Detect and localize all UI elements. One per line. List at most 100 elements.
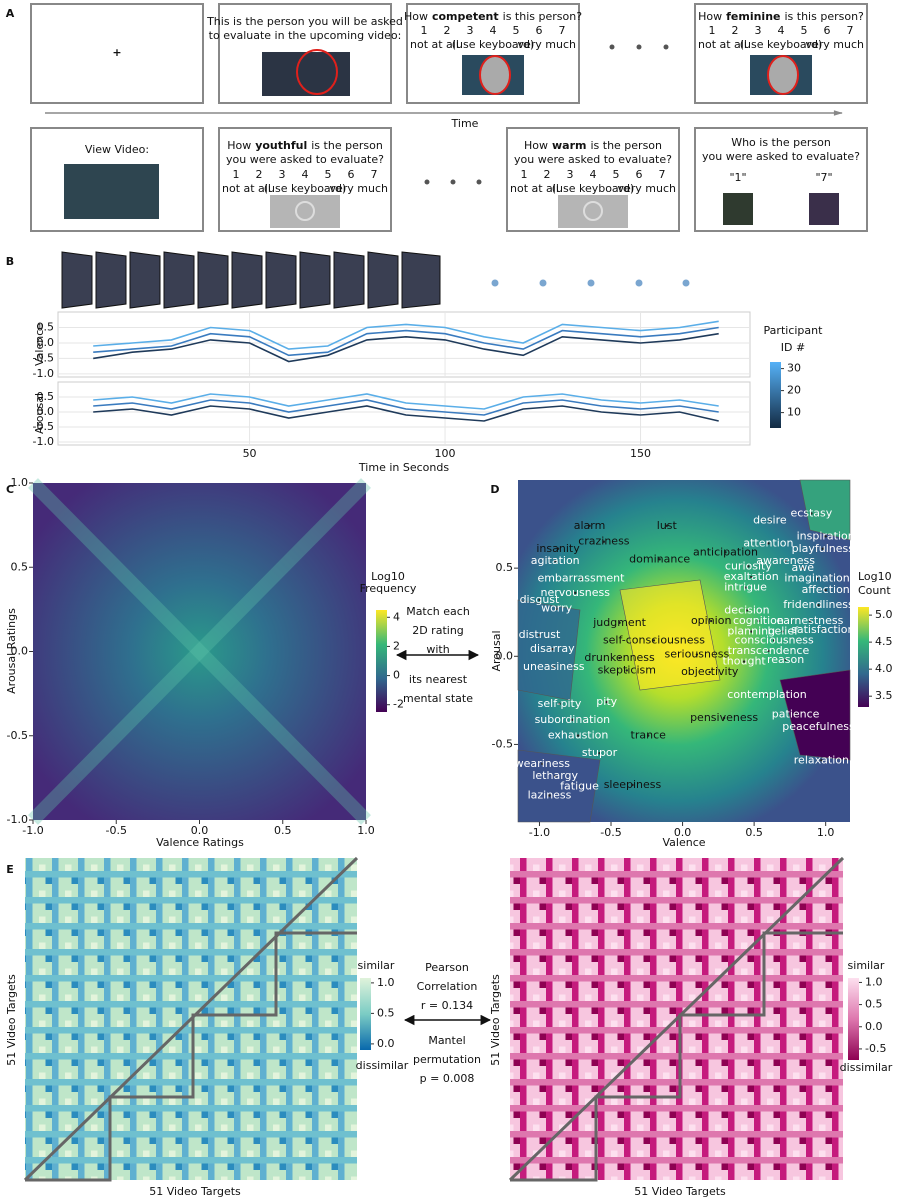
y-tick-label: 1.0 [11, 476, 29, 489]
state-label: contemplation [727, 688, 806, 701]
state-point [665, 524, 669, 528]
x-tick-label: 0.5 [274, 824, 292, 837]
state-label: stupor [582, 746, 618, 759]
scale-point: 6 [348, 168, 355, 181]
colorbar-tick-label: 1.0 [865, 975, 883, 988]
instruction: View Video: [85, 143, 149, 156]
y-axis-label: Arousal [33, 393, 46, 434]
scale-point: 2 [444, 24, 451, 37]
scale-point: 5 [801, 24, 808, 37]
placeholder-icon [583, 201, 603, 221]
colorbar-tick-label: 30 [787, 362, 801, 375]
y-tick-label: -0.5 [33, 351, 54, 364]
instruction: This is the person you will be asked [206, 15, 403, 28]
scale-point: 5 [325, 168, 332, 181]
participant-line [93, 320, 719, 350]
x-tick-label: -0.5 [106, 824, 127, 837]
colorbar-title: dissimilar [356, 1059, 409, 1072]
state-label: cognition [733, 614, 784, 627]
question: Who is the person [731, 136, 831, 149]
state-label: earnestness [777, 614, 844, 627]
state-point [772, 639, 776, 642]
y-tick-label: -1.0 [33, 435, 54, 448]
state-point [820, 759, 823, 762]
colorbar [848, 978, 859, 1060]
state-label: exaltation [724, 570, 779, 583]
state-point [824, 588, 827, 592]
state-point [548, 794, 551, 797]
state-point [801, 566, 804, 570]
scale-label: (use keyboard) [552, 182, 635, 195]
option: "1" [729, 171, 746, 184]
state-label: ecstasy [790, 506, 832, 519]
y-tick-label: 0.5 [37, 320, 55, 333]
matrix-overlay [23, 856, 845, 1182]
state-label: patience [772, 707, 820, 720]
state-label: lethargy [532, 769, 578, 782]
x-tick-label: 0.0 [674, 826, 692, 839]
state-label: consciousness [735, 633, 814, 646]
scale-label: very much [517, 38, 576, 51]
colorbar-title: similar [358, 959, 395, 972]
scale-label: (use keyboard) [740, 38, 823, 51]
time-label: Time [451, 117, 479, 130]
state-point [724, 551, 727, 554]
y-tick-label: 0.0 [37, 405, 55, 418]
colorbar-tick-label: 0.0 [865, 1020, 883, 1033]
state-point [708, 670, 711, 674]
state-label: skepticism [598, 663, 656, 676]
state-label: fridendliness [783, 598, 854, 611]
state-label: pity [596, 695, 617, 708]
x-tick-label: -1.0 [529, 826, 550, 839]
y-axis-label: 51 Video Targets [5, 974, 18, 1066]
colorbar [858, 607, 869, 707]
y-tick-label: 0.0 [11, 645, 29, 658]
scale-label: not at all [410, 38, 459, 51]
state-point [794, 713, 797, 716]
colorbar-title: Frequency [360, 582, 417, 595]
voronoi-cells [517, 479, 851, 823]
state-label: pensiveness [690, 711, 758, 724]
scale-point: 4 [490, 24, 497, 37]
ellipsis [491, 279, 690, 287]
density-heatmap [33, 483, 366, 820]
x-tick-label: 1.0 [817, 826, 835, 839]
state-label: thought [722, 655, 766, 668]
state-label: opinion [691, 614, 732, 627]
y-axis-label: Arousal Ratings [5, 608, 18, 694]
state-label: decision [724, 603, 769, 616]
participant-line [93, 332, 719, 363]
state-label: sleepiness [604, 778, 662, 791]
state-point [602, 540, 606, 543]
y-axis-label: 51 Video Targets [489, 974, 502, 1066]
stat-text: p = 0.008 [420, 1072, 475, 1085]
scale-point: 4 [590, 168, 597, 181]
stat-text: Pearson [425, 961, 469, 974]
state-point [817, 725, 820, 729]
state-point [618, 621, 621, 624]
scale-label: not at all [510, 182, 559, 195]
question-text: is the person [590, 139, 662, 152]
colorbar-title: similar [848, 959, 885, 972]
colorbar-tick-label: 2 [393, 639, 400, 652]
scale-point: 7 [371, 168, 378, 181]
question: How competent is this person? [404, 10, 582, 23]
state-label: desire [753, 514, 787, 527]
colorbar [770, 362, 781, 428]
x-tick-label: 50 [243, 447, 257, 460]
face-mask [479, 55, 511, 95]
panel-label: D [490, 483, 499, 496]
state-point [810, 512, 813, 515]
y-tick-label: -1.0 [33, 367, 54, 380]
face-mask [767, 55, 799, 95]
colorbar-tick-label: 0.5 [377, 1006, 395, 1019]
state-point [821, 628, 825, 632]
x-tick-label: 1.0 [357, 824, 375, 837]
y-axis-label: Valence [33, 323, 46, 366]
state-point [815, 577, 819, 580]
scale-point: 1 [709, 24, 716, 37]
state-point [574, 591, 577, 595]
state-point [824, 535, 827, 538]
colorbar-tick-label: 0.5 [865, 998, 883, 1011]
state-point [817, 603, 820, 607]
